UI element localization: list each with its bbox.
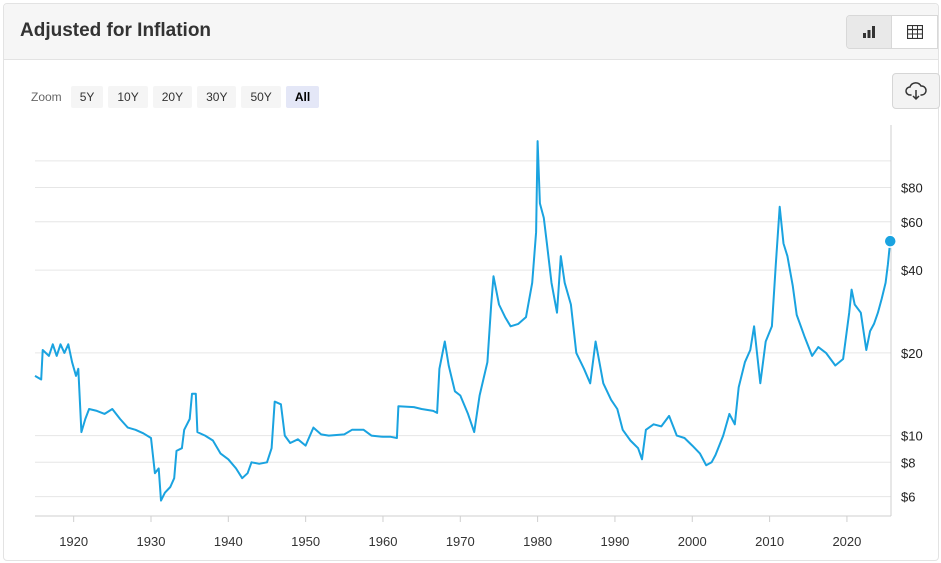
x-tick-label: 1970 xyxy=(446,534,475,549)
zoom-20y-button[interactable]: 20Y xyxy=(152,86,193,108)
chart-title: Adjusted for Inflation xyxy=(20,20,212,41)
y-tick-label: $10 xyxy=(901,429,923,444)
x-tick-label: 1950 xyxy=(291,534,320,549)
zoom-bar: Zoom 5Y 10Y 20Y 30Y 50Y All xyxy=(31,86,320,108)
x-tick-label: 1960 xyxy=(369,534,398,549)
download-button[interactable] xyxy=(892,73,940,109)
x-tick-label: 1920 xyxy=(59,534,88,549)
view-toggle xyxy=(846,15,938,49)
y-tick-label: $40 xyxy=(901,263,923,278)
bar-chart-icon xyxy=(863,26,875,38)
y-tick-label: $8 xyxy=(901,455,915,470)
y-tick-label: $20 xyxy=(901,346,923,361)
x-tick-label: 2010 xyxy=(755,534,784,549)
series-line xyxy=(34,140,892,502)
zoom-50y-button[interactable]: 50Y xyxy=(241,86,281,108)
x-tick-label: 1990 xyxy=(600,534,629,549)
zoom-5y-button[interactable]: 5Y xyxy=(70,86,104,108)
y-tick-label: $60 xyxy=(901,215,923,230)
card-header: Adjusted for Inflation xyxy=(4,4,938,60)
y-tick-label: $80 xyxy=(901,180,923,195)
x-tick-label: 1980 xyxy=(523,534,552,549)
cloud-download-icon xyxy=(905,82,927,101)
x-tick-label: 2020 xyxy=(832,534,861,549)
table-icon xyxy=(906,25,923,39)
x-tick-label: 1930 xyxy=(137,534,166,549)
zoom-label: Zoom xyxy=(31,90,62,104)
chart-view-button[interactable] xyxy=(847,16,892,48)
table-view-button[interactable] xyxy=(892,16,937,48)
x-axis-ticks: 1920 1930 1940 1950 1960 1970 1980 1990 2000 2010… xyxy=(59,516,861,549)
x-tick-label: 1940 xyxy=(214,534,243,549)
grid-lines xyxy=(35,160,891,498)
zoom-all-button[interactable]: All xyxy=(285,86,320,108)
x-tick-label: 2000 xyxy=(678,534,707,549)
y-tick-label: $6 xyxy=(901,490,915,505)
zoom-10y-button[interactable]: 10Y xyxy=(108,86,148,108)
last-point-marker[interactable] xyxy=(883,234,897,248)
y-axis-ticks: $6 $8 $10 $20 $40 $60 $80 xyxy=(901,180,923,504)
zoom-30y-button[interactable]: 30Y xyxy=(197,86,237,108)
